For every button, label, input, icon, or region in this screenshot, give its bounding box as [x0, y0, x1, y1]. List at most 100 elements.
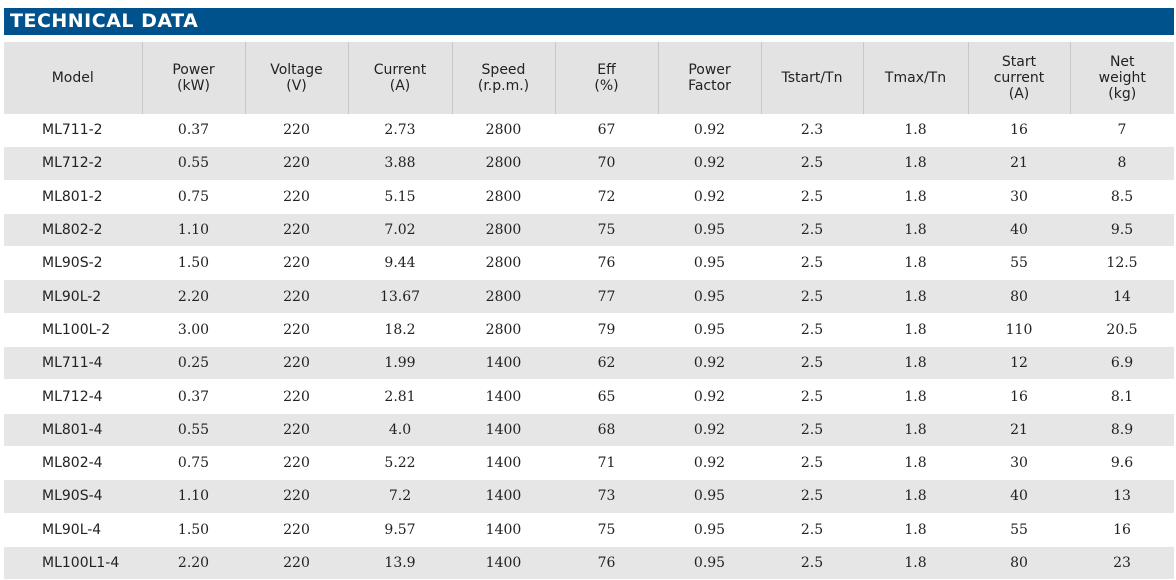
table-cell: 1.8: [863, 413, 968, 447]
table-cell: 2800: [452, 213, 555, 248]
column-header-line: weight: [1098, 70, 1146, 86]
table-cell: 4.0: [348, 413, 452, 447]
technical-data-table: Model Power (kW) Voltage (V) Current (A) Speed(…: [4, 42, 1174, 580]
column-header: Start current (A): [967, 42, 1070, 114]
column-header: Net weight (kg): [1069, 42, 1174, 114]
table-cell: 220: [245, 546, 348, 580]
table-cell: 0.92: [658, 146, 761, 181]
table-cell: 7.2: [348, 479, 452, 514]
table-cell: 3.00: [142, 313, 245, 348]
column-header-line: Eff: [597, 62, 616, 78]
table-cell: 1400: [452, 379, 555, 414]
table-cell: 1.8: [863, 379, 968, 414]
table-cell: 13.9: [348, 546, 452, 580]
table-cell: 1.8: [863, 479, 968, 514]
model-cell: ML801-4: [4, 413, 142, 447]
column-header-line: Speed: [481, 62, 526, 78]
table-cell: 1400: [452, 346, 555, 381]
table-cell: 23: [1070, 546, 1174, 580]
table-cell: 1400: [452, 479, 555, 514]
table-cell: 2.73: [348, 114, 452, 148]
table-cell: 12: [968, 346, 1070, 381]
column-header-line: Power: [172, 62, 215, 78]
table-cell: 9.57: [348, 513, 452, 547]
table-cell: 0.55: [142, 146, 245, 181]
table-cell: 20.5: [1070, 313, 1174, 348]
table-cell: 2.5: [761, 246, 863, 281]
table-cell: 77: [555, 279, 658, 314]
table-cell: 76: [555, 246, 658, 281]
model-cell: ML802-4: [4, 446, 142, 481]
table-cell: 79: [555, 313, 658, 348]
table-row: ML801-2 0.75 220 5.15 2800 72 0.92 2.5 1.8 30 8.5: [4, 180, 1174, 214]
table-cell: 0.95: [658, 213, 761, 248]
table-cell: 1.50: [142, 246, 245, 281]
table-cell: 72: [555, 180, 658, 214]
table-cell: 220: [245, 346, 348, 381]
table-cell: 2.3: [761, 114, 863, 148]
table-cell: 0.37: [142, 114, 245, 148]
table-row: ML802-4 0.75 220 5.22 1400 71 0.92 2.5 1.8 30 9.6: [4, 446, 1174, 481]
column-header: Model: [4, 42, 142, 114]
table-cell: 2.5: [761, 413, 863, 447]
table-cell: 2.5: [761, 379, 863, 414]
column-header: Current (A): [347, 42, 452, 114]
model-cell: ML90L-2: [4, 279, 142, 314]
column-header-line: Net: [1109, 54, 1135, 70]
model-cell: ML90S-2: [4, 246, 142, 281]
table-cell: 80: [968, 546, 1070, 580]
model-cell: ML711-2: [4, 114, 142, 148]
table-cell: 70: [555, 146, 658, 181]
table-cell: 2.5: [761, 346, 863, 381]
table-cell: 14: [1070, 279, 1174, 314]
table-cell: 76: [555, 546, 658, 580]
table-cell: 1.50: [142, 513, 245, 547]
table-cell: 8.1: [1070, 379, 1174, 414]
column-header: Power (kW): [141, 42, 245, 114]
table-cell: 30: [968, 446, 1070, 481]
table-row: ML711-2 0.37 220 2.73 2800 67 0.92 2.3 1.8 16 7: [4, 114, 1174, 148]
table-cell: 2800: [452, 279, 555, 314]
table-cell: 40: [968, 213, 1070, 248]
table-cell: 0.75: [142, 446, 245, 481]
table-row: ML712-2 0.55 220 3.88 2800 70 0.92 2.5 1.8 21 8: [4, 146, 1174, 181]
table-cell: 0.37: [142, 379, 245, 414]
table-cell: 1.8: [863, 213, 968, 248]
header-row: Model Power (kW) Voltage (V) Current (A) Speed(…: [4, 42, 1174, 114]
table-row: ML90L-2 2.20 220 13.67 2800 77 0.95 2.5 1.8 80 14: [4, 279, 1174, 314]
table-cell: 16: [1070, 513, 1174, 547]
column-header: Power Factor: [657, 42, 761, 114]
model-cell: ML100L1-4: [4, 546, 142, 580]
table-cell: 220: [245, 146, 348, 181]
table-row: ML100L-2 3.00 220 18.2 2800 79 0.95 2.5 1.8 110 20…: [4, 313, 1174, 348]
column-header-line: (A): [1008, 86, 1030, 102]
table-cell: 2.5: [761, 446, 863, 481]
column-header-line: Tmax/Tn: [884, 70, 947, 86]
table-cell: 6.9: [1070, 346, 1174, 381]
table-cell: 2800: [452, 114, 555, 148]
model-cell: ML802-2: [4, 213, 142, 248]
column-header: Eff (%): [554, 42, 658, 114]
column-header-line: Voltage: [270, 62, 323, 78]
table-cell: 5.15: [348, 180, 452, 214]
table-cell: 2.5: [761, 313, 863, 348]
table-cell: 9.44: [348, 246, 452, 281]
column-header: Speed (r.p.m.): [451, 42, 555, 114]
table-cell: 68: [555, 413, 658, 447]
table-cell: 0.92: [658, 346, 761, 381]
table-cell: 220: [245, 213, 348, 248]
table-cell: 1.8: [863, 246, 968, 281]
column-header-line: (r.p.m.): [477, 78, 530, 94]
column-header-line: (A): [389, 78, 411, 94]
table-cell: 9.6: [1070, 446, 1174, 481]
table-cell: 71: [555, 446, 658, 481]
table-cell: 220: [245, 180, 348, 214]
section-title: TECHNICAL DATA: [4, 8, 1174, 35]
table-cell: 1.8: [863, 279, 968, 314]
table-cell: 1.8: [863, 114, 968, 148]
table-cell: 75: [555, 513, 658, 547]
table-cell: 1.10: [142, 213, 245, 248]
table-cell: 40: [968, 479, 1070, 514]
table-cell: 220: [245, 446, 348, 481]
table-cell: 1.8: [863, 313, 968, 348]
